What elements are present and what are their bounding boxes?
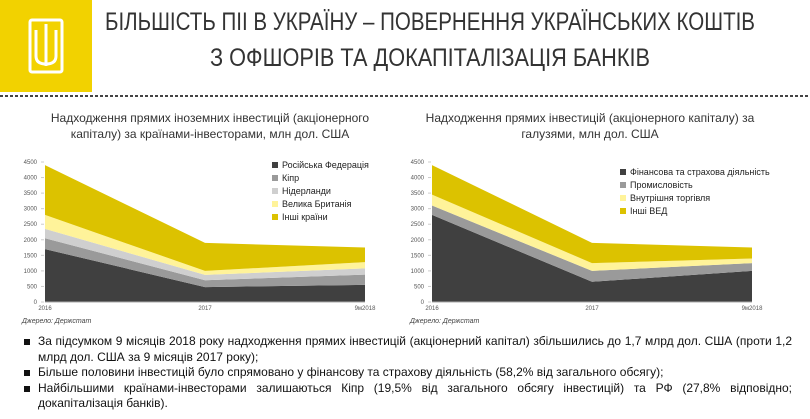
y-tick-label: 4500 — [24, 160, 38, 166]
legend-swatch — [620, 208, 626, 214]
y-tick-label: 4500 — [411, 160, 425, 166]
legend-label: Інші країни — [282, 212, 328, 222]
area — [432, 214, 752, 302]
title-line: БІЛЬШІСТЬ ПІІ В УКРАЇНУ – ПОВЕРНЕННЯ УКР… — [105, 8, 755, 36]
legend-swatch — [272, 188, 278, 194]
y-tick-label: 3500 — [24, 191, 38, 197]
legend-label: Велика Британія — [282, 199, 352, 209]
y-tick-label: 500 — [27, 284, 38, 290]
trident — [28, 18, 64, 74]
legend-swatch — [272, 162, 278, 168]
y-tick-label: 2000 — [24, 238, 38, 244]
area — [45, 165, 365, 271]
legend-swatch — [272, 201, 278, 207]
legend-label: Внутрішня торгівля — [630, 193, 710, 203]
y-tick-label: 4000 — [411, 176, 425, 182]
y-tick-label: 1000 — [24, 269, 38, 275]
legend-swatch — [620, 169, 626, 175]
chart-title: Надходження прямих інвестицій (акціонерн… — [425, 111, 755, 141]
y-tick-label: 2000 — [411, 238, 425, 244]
legend-label: Промисловість — [630, 180, 693, 190]
y-tick-label: 3000 — [24, 207, 38, 213]
y-tick-label: 1500 — [411, 253, 425, 259]
y-tick-label: 1500 — [24, 253, 38, 259]
area — [45, 228, 365, 281]
legend-label: Нідерланди — [282, 186, 331, 196]
bullet-list: За підсумком 9 місяців 2018 року надходж… — [22, 334, 792, 412]
area — [432, 194, 752, 271]
legend-label: Кіпр — [282, 173, 299, 183]
x-tick-label: 2016 — [425, 306, 439, 312]
y-tick-label: 2500 — [411, 222, 425, 228]
x-tick-label: 9м2018 — [742, 306, 763, 312]
legend-swatch — [620, 195, 626, 201]
area — [45, 214, 365, 275]
area — [45, 238, 365, 288]
y-tick-label: 3000 — [411, 207, 425, 213]
x-tick-label: 2017 — [585, 306, 599, 312]
y-tick-label: 2500 — [24, 222, 38, 228]
bullet: Більше половини інвестицій було спрямова… — [22, 365, 792, 381]
legend-label: Фінансова та страхова діяльність — [630, 167, 770, 177]
bullet: Найбільшими країнами-інвесторами залишаю… — [22, 381, 792, 412]
area — [45, 249, 365, 302]
chart-title: Надходження прямих іноземних інвестицій … — [50, 111, 370, 141]
x-tick-label: 2017 — [198, 306, 212, 312]
area — [432, 165, 752, 264]
x-tick-label: 2016 — [38, 306, 52, 312]
x-tick-label: 9м2018 — [355, 306, 376, 312]
source: Джерело: Держстат — [410, 318, 480, 325]
legend-swatch — [620, 182, 626, 188]
y-tick-label: 0 — [34, 300, 38, 306]
y-tick-label: 1000 — [411, 269, 425, 275]
title-line: З ОФШОРІВ ТА ДОКАПІТАЛІЗАЦІЯ БАНКІВ — [210, 44, 650, 72]
bullet: За підсумком 9 місяців 2018 року надходж… — [22, 334, 792, 365]
legend-label: Російська Федерація — [282, 160, 369, 170]
legend-swatch — [272, 175, 278, 181]
y-tick-label: 4000 — [24, 176, 38, 182]
y-tick-label: 3500 — [411, 191, 425, 197]
y-tick-label: 0 — [421, 300, 425, 306]
legend-label: Інші ВЕД — [630, 206, 667, 216]
source: Джерело: Держстат — [22, 318, 92, 325]
legend-swatch — [272, 214, 278, 220]
y-tick-label: 500 — [414, 284, 425, 290]
